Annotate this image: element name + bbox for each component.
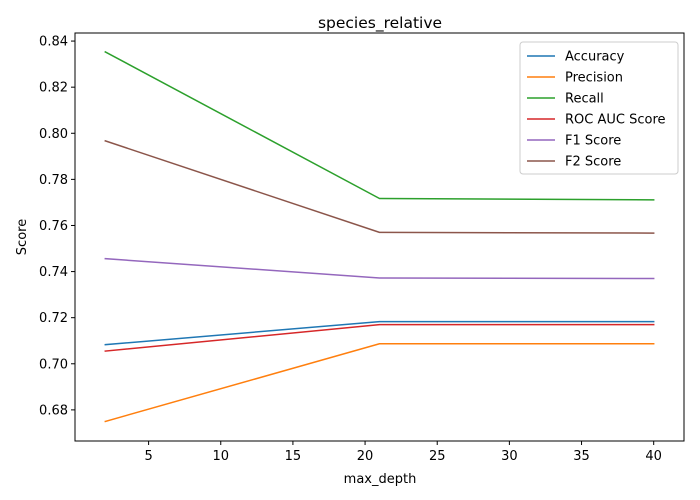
x-tick-label: 20: [357, 449, 374, 464]
series-line-f2-score: [104, 139, 655, 234]
legend-label: Precision: [565, 71, 623, 86]
y-tick-label: 0.70: [39, 357, 68, 372]
legend-label: Recall: [565, 92, 604, 107]
y-tick-label: 0.68: [39, 403, 68, 418]
series-line-f1-score: [104, 257, 655, 280]
x-tick-label: 5: [144, 449, 152, 464]
y-tick-label: 0.74: [39, 265, 68, 280]
x-tick-label: 40: [645, 449, 662, 464]
x-tick-label: 25: [429, 449, 446, 464]
plot-frame: [74, 32, 685, 442]
x-tick-label: 30: [501, 449, 518, 464]
y-tick-label: 0.82: [39, 81, 68, 96]
series-line-accuracy: [104, 320, 655, 346]
legend-label: Accuracy: [565, 50, 625, 65]
y-axis-title: Score: [15, 219, 30, 255]
legend-label: F1 Score: [565, 134, 621, 149]
x-axis: 5 10 15 20 25 30 35 40: [144, 441, 662, 464]
y-tick-label: 0.76: [39, 219, 68, 234]
y-tick-label: 0.80: [39, 127, 68, 142]
series-line-precision: [104, 342, 655, 423]
x-axis-title: max_depth: [344, 472, 417, 487]
series-line-roc-auc-score: [104, 323, 655, 352]
y-tick-label: 0.84: [39, 35, 68, 50]
y-axis: 0.68 0.70 0.72 0.74 0.76 0.78 0.80 0.82 0.84: [39, 35, 75, 418]
chart-title: species_relative: [318, 14, 442, 33]
legend: Accuracy Precision Recall ROC AUC Score F1 S…: [519, 41, 679, 175]
y-tick-label: 0.78: [39, 173, 68, 188]
legend-label: ROC AUC Score: [565, 113, 666, 128]
y-tick-label: 0.72: [39, 311, 68, 326]
legend-box: [519, 41, 679, 175]
legend-label: F2 Score: [565, 155, 621, 170]
x-tick-label: 10: [212, 449, 229, 464]
plot-lines: [104, 50, 655, 423]
x-tick-label: 15: [285, 449, 302, 464]
series-line-recall: [104, 50, 655, 201]
x-tick-label: 35: [573, 449, 590, 464]
